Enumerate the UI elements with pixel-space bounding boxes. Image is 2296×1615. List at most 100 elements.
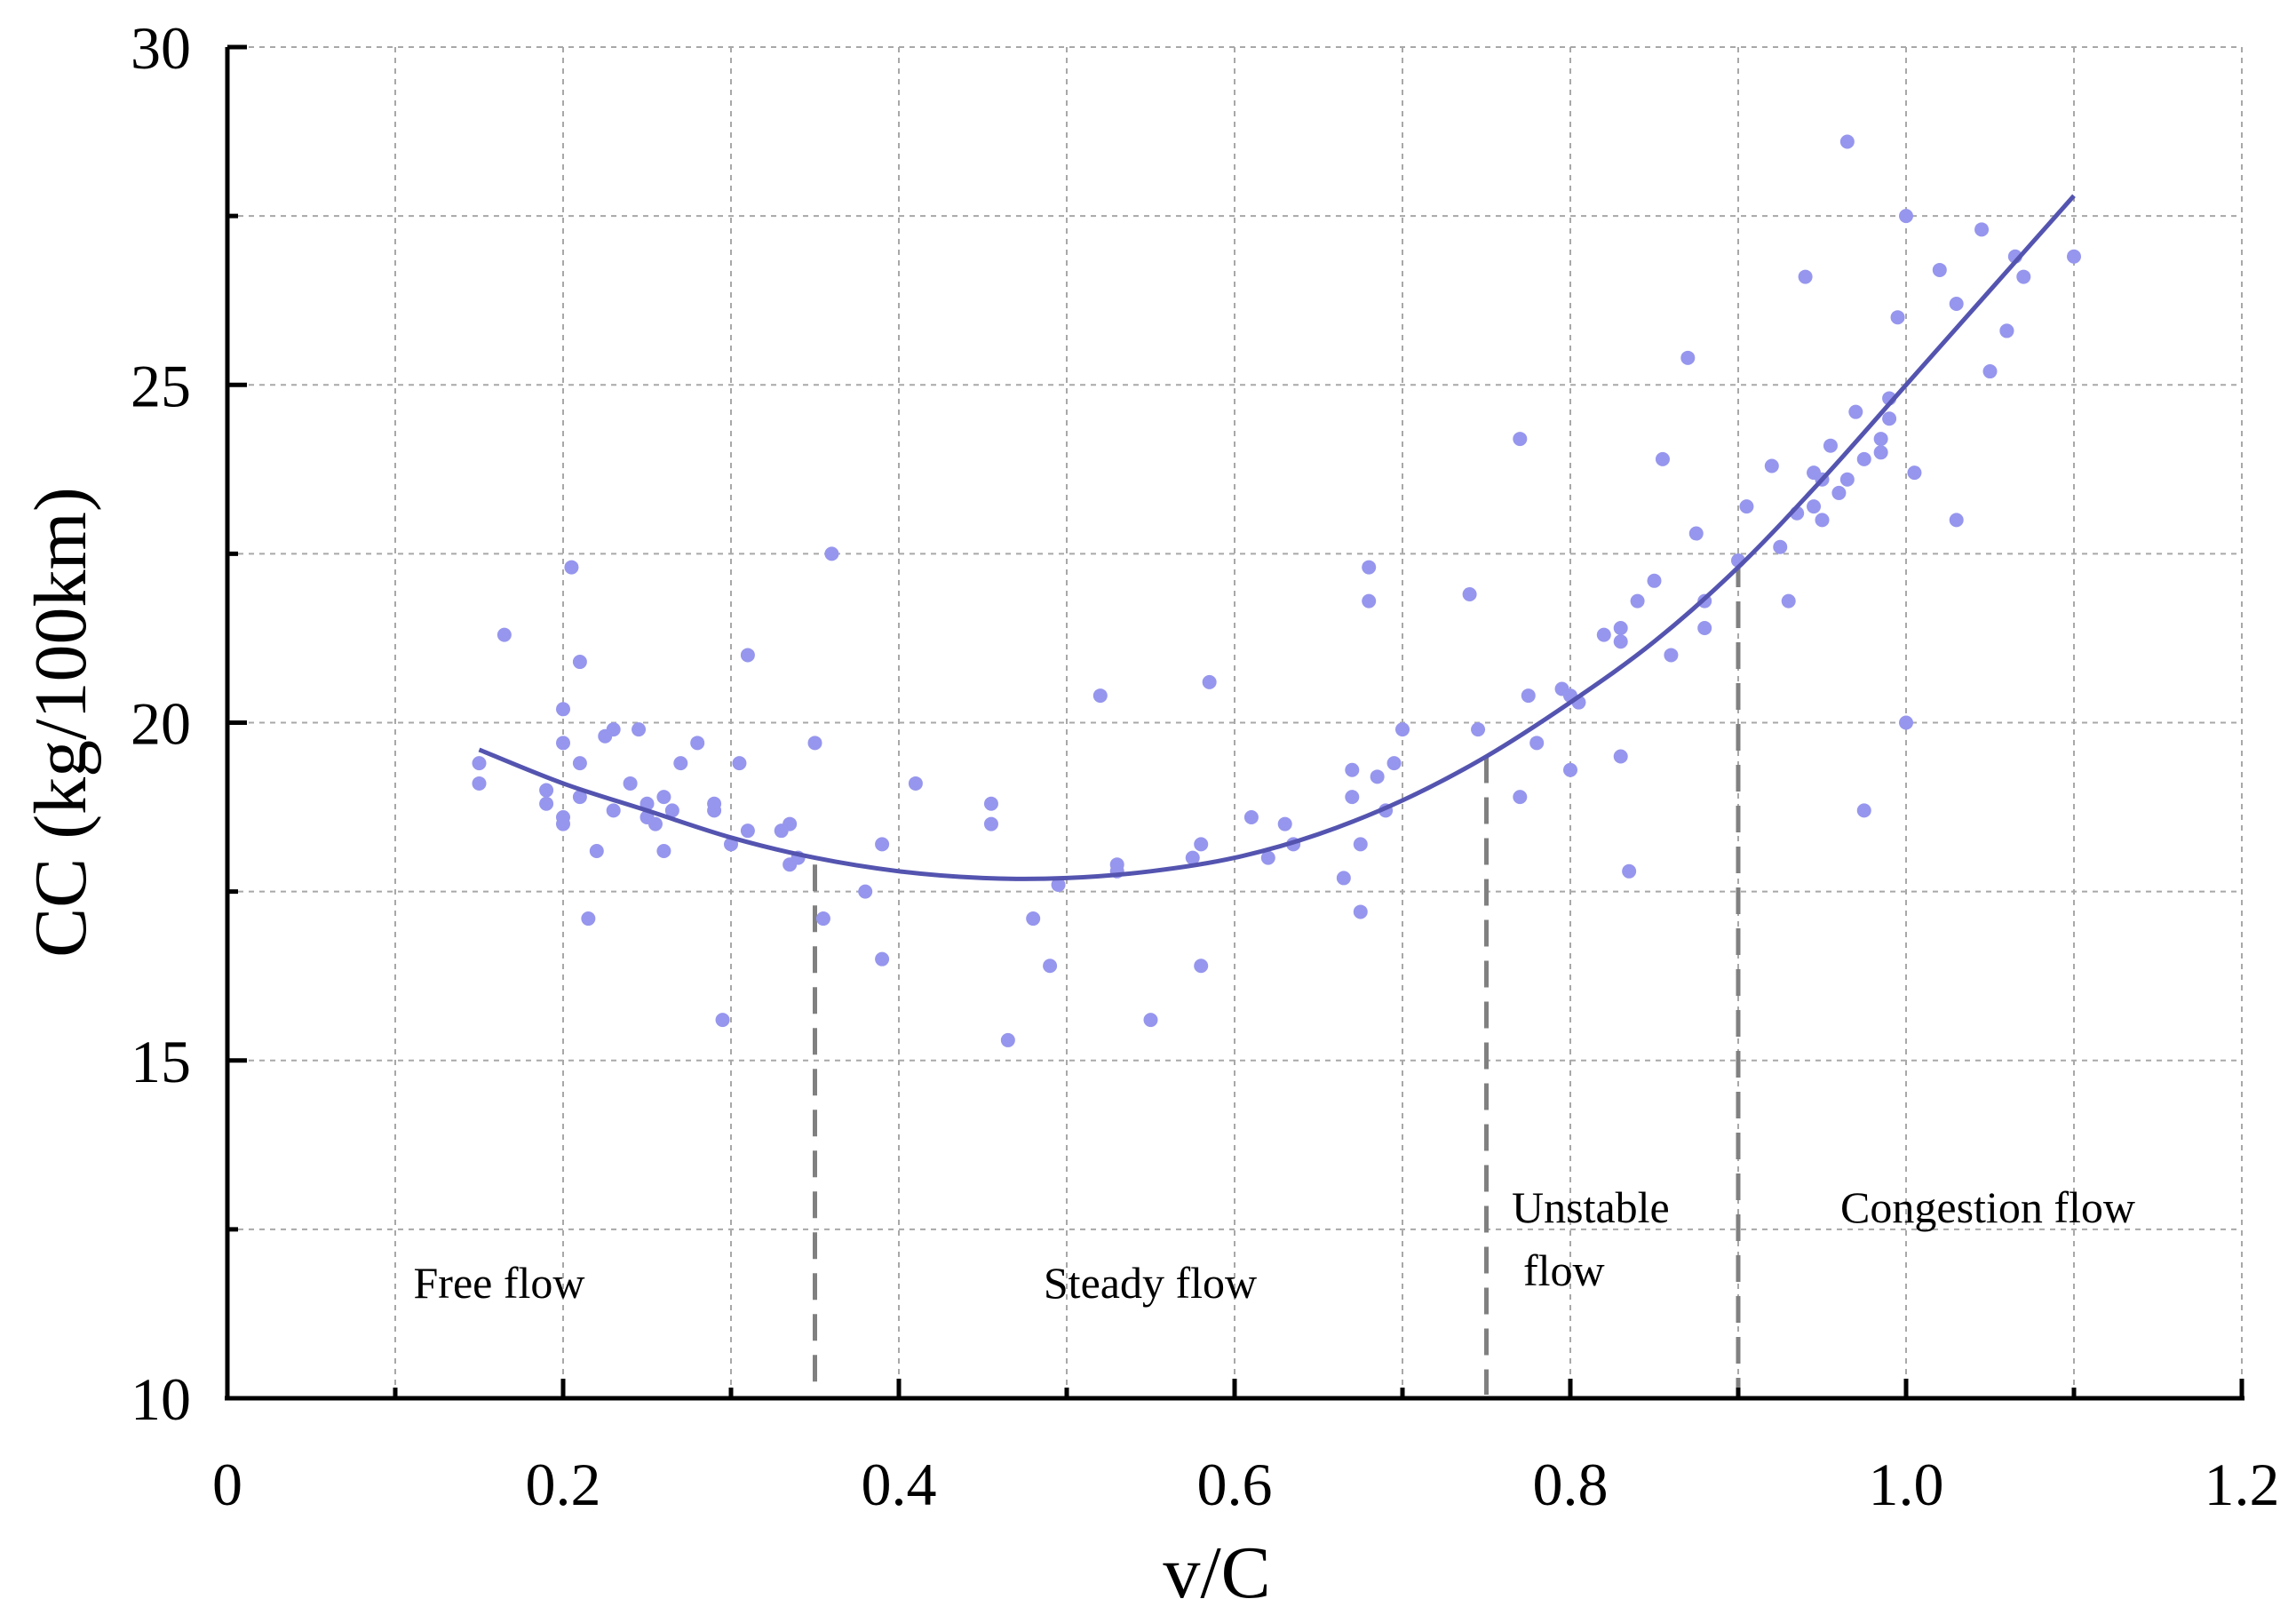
data-point [815, 911, 830, 927]
data-point [581, 911, 596, 927]
y-axis-title: CC (kg/100km) [20, 487, 102, 958]
data-point [740, 648, 755, 663]
data-point [1194, 959, 1209, 974]
data-point [1982, 364, 1998, 379]
data-point [1974, 222, 1990, 237]
data-point [1899, 209, 1913, 224]
data-point [497, 627, 512, 642]
y-tick-label: 25 [131, 352, 191, 419]
data-point [732, 756, 747, 771]
tick-labels: 0 0.2 0.4 0.6 0.8 1.0 1.2 10 15 20 25 30 [131, 14, 2280, 1518]
data-point [1521, 688, 1536, 704]
data-point [572, 756, 587, 771]
data-point [1143, 1013, 1158, 1028]
data-point [1856, 803, 1871, 818]
y-tick-label: 15 [131, 1028, 191, 1095]
data-point [539, 796, 554, 811]
data-point [1949, 296, 1964, 311]
region-label-free-flow: Free flow [414, 1258, 585, 1308]
data-point [1907, 465, 1922, 481]
fit-curve [478, 194, 2076, 881]
data-point [606, 803, 621, 818]
x-tick-label: 0.8 [1533, 1451, 1609, 1518]
data-point [875, 951, 890, 967]
region-label-unstable-flow-line1: Unstable [1512, 1182, 1670, 1232]
data-point [1202, 674, 1217, 689]
data-point [1596, 627, 1611, 642]
data-point [1739, 499, 1754, 514]
data-point [858, 884, 873, 899]
region-boundaries [813, 560, 1741, 1395]
data-point [656, 843, 671, 858]
data-point [1807, 499, 1822, 514]
axis-ticks [227, 44, 2244, 1401]
data-point [1563, 762, 1577, 777]
region-label-unstable-flow-line2: flow [1523, 1245, 1605, 1295]
data-point [1092, 688, 1108, 704]
data-point [1395, 722, 1410, 737]
data-point [1949, 513, 1964, 528]
y-tick-label: 20 [131, 690, 191, 758]
data-point [1277, 816, 1292, 831]
data-point [1353, 904, 1368, 919]
data-point [1664, 648, 1679, 663]
data-point [1260, 850, 1275, 865]
data-point [1362, 593, 1377, 609]
data-point [647, 816, 663, 831]
data-point [632, 722, 647, 737]
data-point [1697, 621, 1712, 636]
data-point [1823, 438, 1838, 453]
data-point [1798, 269, 1813, 284]
data-point [1856, 451, 1871, 466]
data-point [983, 816, 998, 831]
data-point [1471, 722, 1486, 737]
data-point [539, 783, 554, 798]
x-tick-label: 1.0 [1869, 1451, 1944, 1518]
region-label-steady-flow: Steady flow [1044, 1258, 1257, 1308]
data-point [1353, 837, 1368, 852]
x-tick-label: 0.2 [526, 1451, 601, 1518]
data-point [1839, 134, 1855, 149]
data-point [1630, 593, 1645, 609]
data-point [1370, 769, 1385, 784]
data-point [707, 796, 722, 811]
data-point [1815, 513, 1830, 528]
data-point [908, 776, 923, 791]
data-point [1831, 485, 1847, 500]
data-point [2067, 249, 2081, 264]
x-tick-label: 0.6 [1197, 1451, 1273, 1518]
data-point [1386, 756, 1402, 771]
data-point [1899, 715, 1913, 730]
data-point [715, 1013, 730, 1028]
data-point [1781, 593, 1796, 609]
data-point [1462, 587, 1477, 602]
data-point [1932, 262, 1947, 277]
data-point [1345, 762, 1360, 777]
data-point [1043, 959, 1058, 974]
data-point [1529, 736, 1545, 751]
data-point [564, 560, 579, 575]
data-point [783, 816, 798, 831]
data-point [606, 722, 621, 737]
data-point [1999, 323, 2014, 338]
data-point [2016, 269, 2031, 284]
data-point [1026, 911, 1041, 927]
data-point [824, 546, 839, 561]
x-tick-label: 0.4 [862, 1451, 937, 1518]
data-point [1613, 749, 1628, 764]
data-point [1109, 857, 1124, 872]
data-point [572, 790, 587, 805]
data-point [1848, 404, 1863, 419]
data-point [1873, 432, 1888, 447]
data-point [1773, 539, 1788, 554]
x-tick-label: 1.2 [2205, 1451, 2280, 1518]
data-point [1655, 451, 1670, 466]
data-point [1000, 1032, 1015, 1047]
data-point [983, 796, 998, 811]
region-labels: Free flow Steady flow Unstable flow Cong… [414, 1182, 2135, 1308]
data-point [1764, 458, 1779, 473]
x-axis-title: v/C [1163, 1531, 1270, 1614]
data-point [572, 655, 587, 670]
data-point [556, 736, 570, 751]
